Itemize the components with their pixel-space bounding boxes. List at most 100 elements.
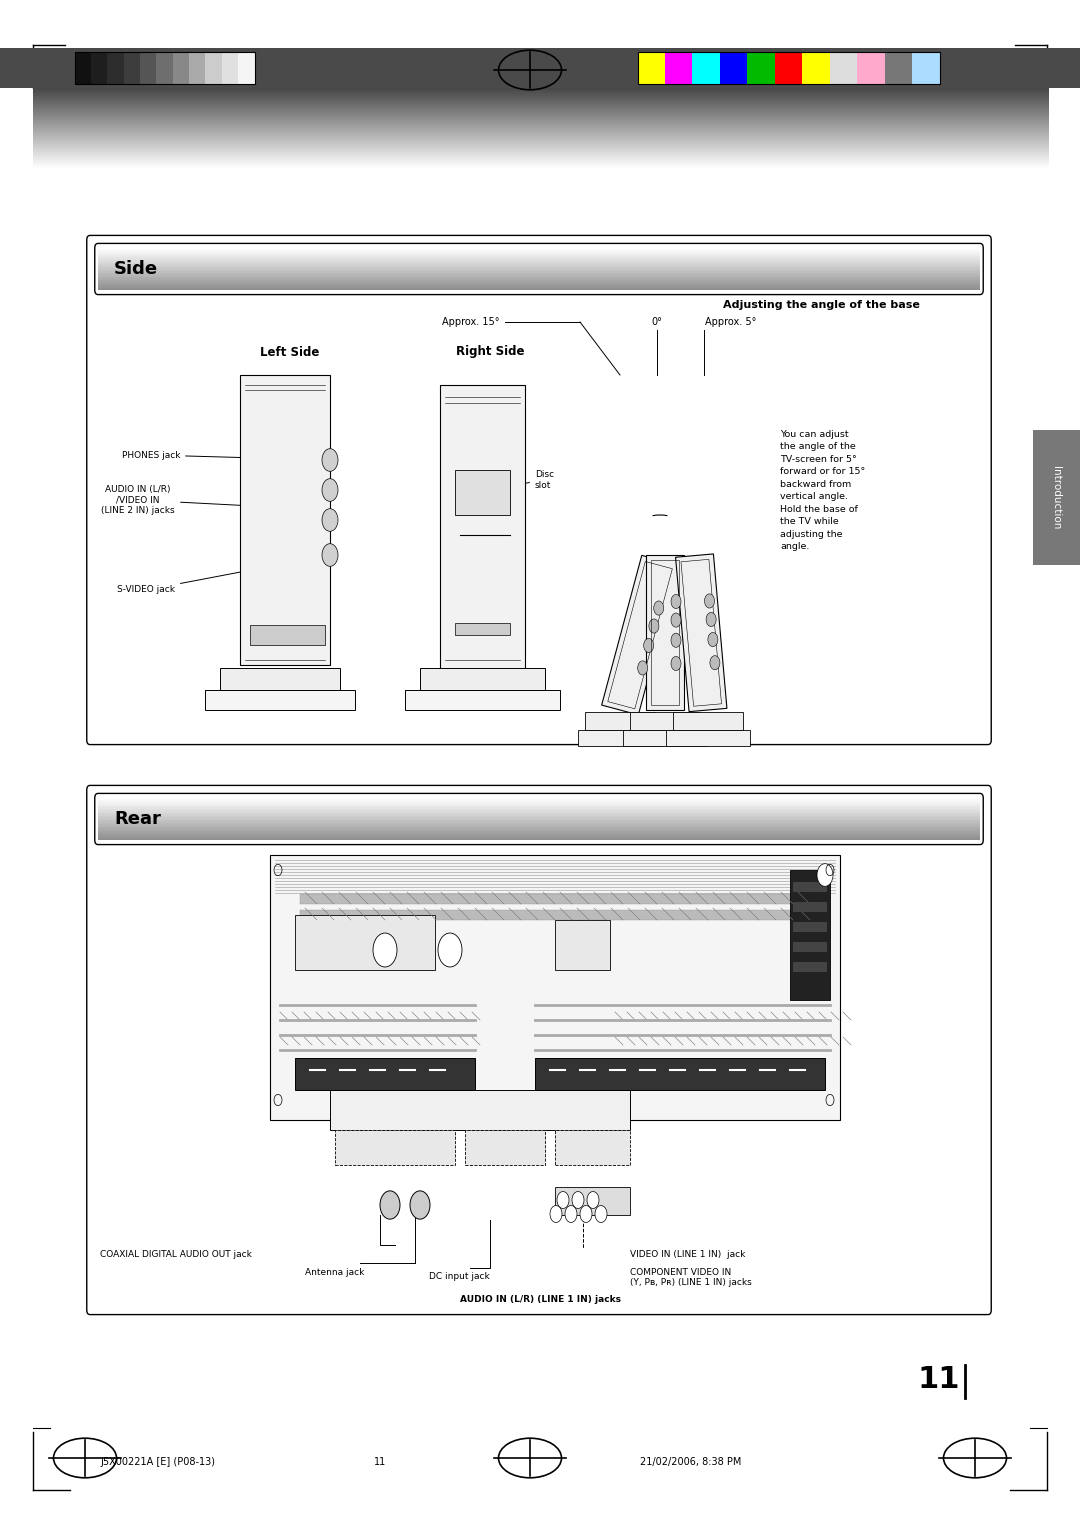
Bar	[455, 471, 510, 515]
Bar	[630, 712, 700, 730]
Text: Approx. 15°: Approx. 15°	[443, 316, 500, 327]
Bar	[33, 151, 1049, 154]
Bar	[33, 99, 1049, 102]
Bar	[98, 267, 980, 269]
Polygon shape	[602, 555, 678, 715]
Bar	[295, 1057, 475, 1089]
Bar	[98, 814, 980, 816]
Bar	[98, 264, 980, 266]
Bar	[831, 52, 858, 84]
Bar	[98, 257, 980, 260]
Bar	[33, 118, 1049, 121]
Bar	[98, 274, 980, 275]
Text: Right Side: Right Side	[456, 345, 524, 359]
Bar	[720, 52, 748, 84]
Polygon shape	[646, 555, 684, 711]
Bar	[140, 52, 157, 84]
Bar	[33, 96, 1049, 99]
Bar	[98, 830, 980, 833]
Polygon shape	[440, 385, 525, 669]
Text: COMPONENT VIDEO IN
(Y, Pʙ, Pʀ) (LINE 1 IN) jacks: COMPONENT VIDEO IN (Y, Pʙ, Pʀ) (LINE 1 I…	[630, 1268, 752, 1288]
Bar	[793, 882, 827, 892]
Bar	[98, 824, 980, 825]
Bar	[33, 99, 1049, 101]
Text: Antenna jack: Antenna jack	[306, 1268, 365, 1277]
Text: You can adjust
the angle of the
TV-screen for 5°
forward or for 15°
backward fro: You can adjust the angle of the TV-scree…	[780, 429, 865, 552]
Polygon shape	[676, 555, 727, 712]
Bar	[98, 269, 980, 270]
Bar	[98, 804, 980, 805]
Circle shape	[644, 639, 653, 652]
Bar	[33, 144, 1049, 147]
Bar	[33, 150, 1049, 151]
Bar	[98, 284, 980, 286]
Text: 11: 11	[918, 1366, 960, 1395]
Circle shape	[671, 594, 681, 608]
Bar	[124, 52, 141, 84]
Circle shape	[649, 619, 659, 633]
Bar	[33, 167, 1049, 168]
Bar	[98, 799, 980, 801]
Bar	[98, 252, 980, 254]
Bar	[465, 1131, 545, 1164]
Bar	[33, 148, 1049, 150]
Bar	[747, 52, 775, 84]
Bar	[0, 47, 1080, 89]
Bar	[33, 156, 1049, 157]
Bar	[33, 125, 1049, 128]
Bar	[98, 831, 980, 833]
Bar	[535, 1057, 825, 1089]
Bar	[270, 856, 840, 1120]
Bar	[98, 251, 980, 252]
Text: Side: Side	[114, 260, 159, 278]
Bar	[98, 807, 980, 808]
Bar	[98, 281, 980, 283]
Circle shape	[704, 594, 715, 608]
Bar	[205, 52, 222, 84]
Circle shape	[438, 934, 462, 967]
Bar	[33, 154, 1049, 157]
Text: COAXIAL DIGITAL AUDIO OUT jack: COAXIAL DIGITAL AUDIO OUT jack	[100, 1250, 252, 1259]
Circle shape	[816, 863, 833, 886]
Bar	[98, 277, 980, 280]
Bar	[98, 802, 980, 804]
Circle shape	[710, 656, 720, 669]
Bar	[775, 52, 804, 84]
Circle shape	[550, 1206, 562, 1222]
Circle shape	[580, 1206, 592, 1222]
Bar	[98, 805, 980, 807]
Bar	[455, 623, 510, 636]
Bar	[33, 145, 1049, 147]
Bar	[33, 113, 1049, 115]
Circle shape	[410, 1190, 430, 1219]
Text: PHONES jack: PHONES jack	[121, 451, 327, 460]
Bar	[33, 121, 1049, 122]
Bar	[222, 52, 239, 84]
Bar	[98, 254, 980, 255]
Circle shape	[706, 613, 716, 626]
Bar	[789, 869, 831, 999]
Bar	[156, 52, 173, 84]
Bar	[33, 131, 1049, 133]
Bar	[33, 160, 1049, 162]
Bar	[793, 921, 827, 932]
Bar	[420, 668, 545, 691]
Text: VIDEO IN (LINE 1 IN)  jack: VIDEO IN (LINE 1 IN) jack	[630, 1250, 745, 1259]
Bar	[91, 52, 108, 84]
Bar	[802, 52, 831, 84]
Bar	[638, 52, 940, 84]
Bar	[33, 102, 1049, 104]
Bar	[98, 248, 980, 251]
Bar	[98, 828, 980, 830]
Text: DC input jack: DC input jack	[429, 1271, 490, 1280]
Bar	[793, 941, 827, 952]
Bar	[300, 911, 810, 920]
Bar	[912, 52, 940, 84]
Circle shape	[373, 934, 397, 967]
Bar	[75, 52, 255, 84]
Bar	[33, 160, 1049, 163]
Bar	[33, 107, 1049, 108]
Bar	[858, 52, 885, 84]
Text: 21/02/2006, 8:38 PM: 21/02/2006, 8:38 PM	[640, 1458, 741, 1467]
Bar	[33, 128, 1049, 130]
